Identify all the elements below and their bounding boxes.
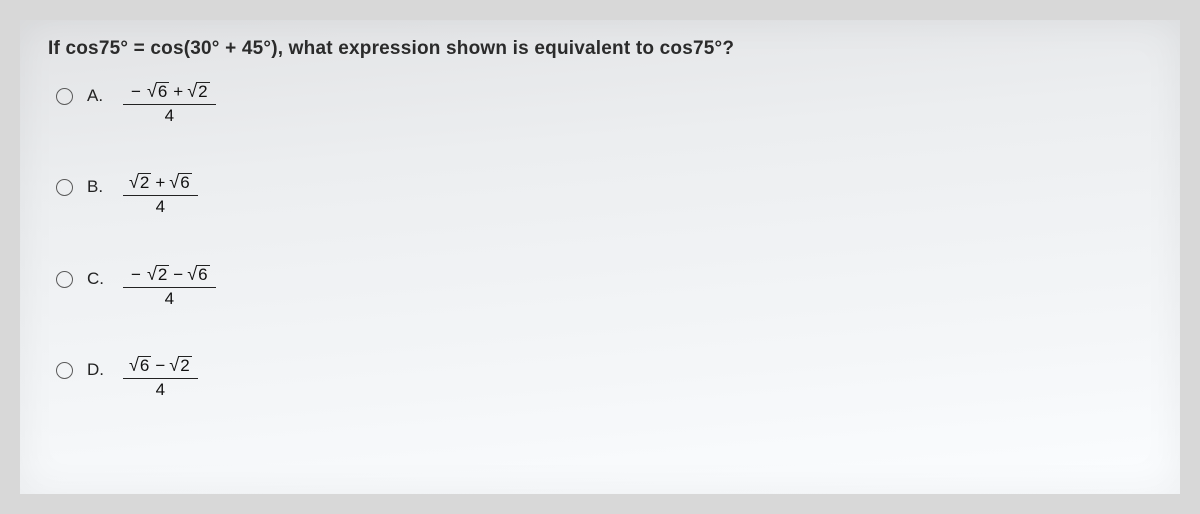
sqrt-icon: 6 [129, 356, 151, 376]
option-a[interactable]: A. − 6 + 2 4 [56, 82, 1152, 125]
sqrt-icon: 2 [169, 356, 191, 376]
radio-b[interactable] [56, 179, 73, 196]
option-d[interactable]: D. 6 − 2 4 [56, 356, 1152, 399]
option-c-op: − [173, 266, 183, 285]
sqrt-icon: 6 [147, 82, 169, 102]
option-d-expression: 6 − 2 4 [123, 356, 198, 399]
option-d-den: 4 [156, 379, 165, 400]
option-a-leading-minus: − [129, 83, 143, 102]
radio-c[interactable] [56, 271, 73, 288]
option-d-op: − [155, 357, 165, 376]
radio-a[interactable] [56, 88, 73, 105]
option-d-letter: D. [87, 360, 109, 380]
sqrt-icon: 2 [187, 82, 209, 102]
option-b-den: 4 [156, 196, 165, 217]
radio-d[interactable] [56, 362, 73, 379]
option-a-op: + [173, 83, 183, 102]
option-c-expression: − 2 − 6 4 [123, 265, 216, 308]
option-b-expression: 2 + 6 4 [123, 173, 198, 216]
option-c-leading-minus: − [129, 266, 143, 285]
sqrt-icon: 6 [169, 173, 191, 193]
option-b[interactable]: B. 2 + 6 4 [56, 173, 1152, 216]
question-text: If cos75° = cos(30° + 45°), what express… [48, 38, 1152, 60]
option-a-expression: − 6 + 2 4 [123, 82, 216, 125]
option-c[interactable]: C. − 2 − 6 4 [56, 265, 1152, 308]
sqrt-icon: 2 [129, 173, 151, 193]
option-a-den: 4 [165, 105, 174, 126]
option-b-op: + [155, 174, 165, 193]
option-c-den: 4 [165, 288, 174, 309]
sqrt-icon: 6 [187, 265, 209, 285]
options-group: A. − 6 + 2 4 B. 2 + 6 4 [56, 82, 1152, 400]
option-a-letter: A. [87, 86, 109, 106]
sqrt-icon: 2 [147, 265, 169, 285]
option-c-letter: C. [87, 269, 109, 289]
option-b-letter: B. [87, 177, 109, 197]
question-card: If cos75° = cos(30° + 45°), what express… [20, 20, 1180, 494]
